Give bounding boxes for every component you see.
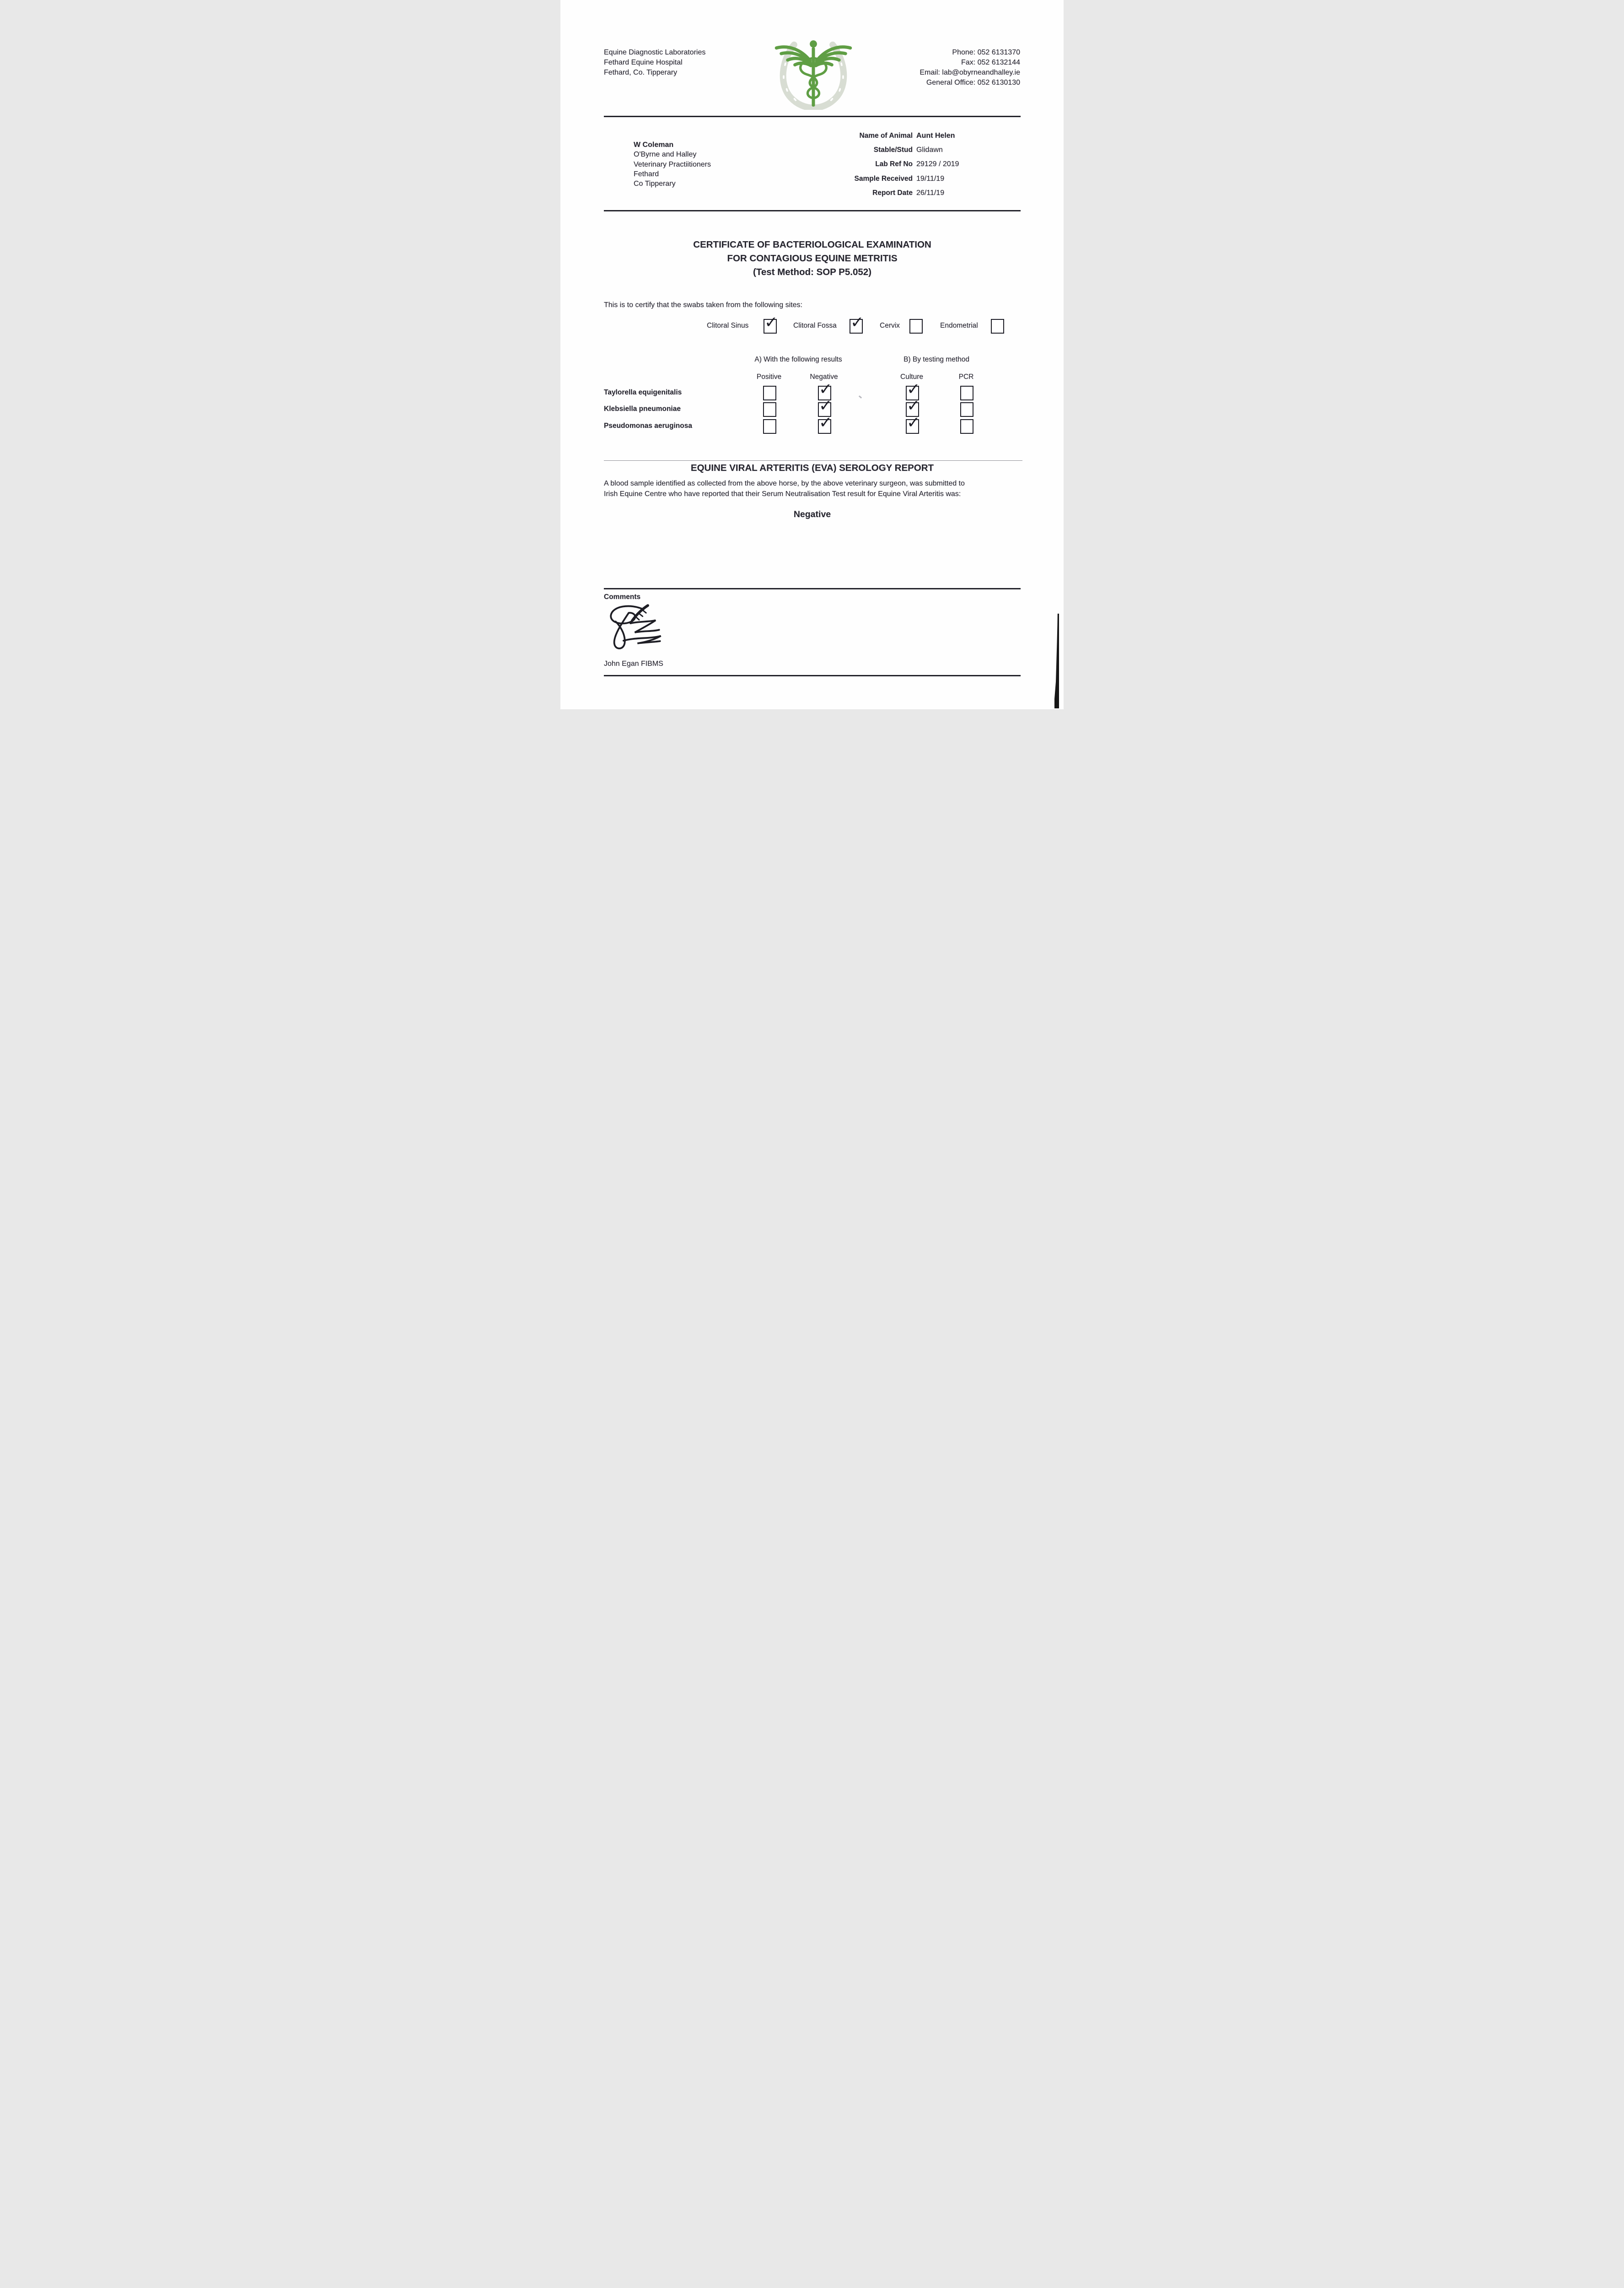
column-header-positive: Positive	[756, 373, 782, 381]
header-divider	[604, 116, 1021, 117]
sample-received-value: 19/11/19	[916, 175, 945, 183]
sample-row: Sample Received 19/11/19	[762, 175, 1020, 184]
addressee-line: Co Tipperary	[634, 180, 676, 188]
eva-body-line: A blood sample identified as collected f…	[604, 480, 965, 487]
checkbox-klebsiella-culture: ✓	[906, 398, 920, 417]
check-mark: ✓	[907, 380, 920, 398]
checkbox-cervix	[909, 319, 923, 334]
checkbox-pseudomonas-pcr	[960, 419, 973, 434]
title-line: CERTIFICATE OF BACTERIOLOGICAL EXAMINATI…	[693, 239, 931, 250]
field-label: Sample Received	[854, 175, 913, 183]
addressee-block: W Coleman O'Byrne and Halley Veterinary …	[634, 140, 711, 189]
checkbox-pseudomonas-culture: ✓	[906, 415, 920, 434]
checkbox-endometrial	[991, 319, 1004, 334]
certificate-title: CERTIFICATE OF BACTERIOLOGICAL EXAMINATI…	[604, 238, 1021, 279]
sample-row: Report Date 26/11/19	[762, 189, 1020, 198]
general-office-line: General Office: 052 6130130	[926, 79, 1020, 86]
eva-body-text: A blood sample identified as collected f…	[604, 479, 1022, 499]
phone-line: Phone: 052 6131370	[952, 49, 1020, 56]
addressee-line: Fethard	[634, 170, 659, 178]
certify-statement: This is to certify that the swabs taken …	[604, 301, 802, 309]
title-line: (Test Method: SOP P5.052)	[753, 267, 871, 277]
checkbox-taylorella-negative: ✓	[818, 381, 832, 400]
comments-label: Comments	[604, 593, 641, 601]
check-mark: ✓	[850, 313, 864, 331]
eva-body-line: Irish Equine Centre who have reported th…	[604, 490, 961, 498]
lab-address-block: Equine Diagnostic Laboratories Fethard E…	[604, 48, 705, 78]
organism-row: Pseudomonas aeruginosa ✓ ✓	[560, 415, 1064, 434]
eva-heading: EQUINE VIRAL ARTERITIS (EVA) SEROLOGY RE…	[690, 463, 934, 473]
field-label: Lab Ref No	[875, 160, 913, 168]
signature	[610, 604, 661, 649]
organism-row: Klebsiella pneumoniae ✓ ✓	[560, 398, 1064, 417]
checkbox-clitoral-fossa: ✓	[850, 314, 864, 334]
column-header-culture: Culture	[900, 373, 923, 381]
check-mark: ✓	[819, 414, 833, 432]
sample-row: Name of Animal Aunt Helen	[762, 132, 1020, 141]
stable-stud-value: Glidawn	[916, 146, 943, 154]
field-label: Name of Animal	[859, 132, 913, 140]
eva-result: Negative	[793, 509, 831, 519]
addressee-line: Veterinary Practiitioners	[634, 160, 711, 168]
sample-row: Lab Ref No 29129 / 2019	[762, 160, 1020, 169]
lab-ref-value: 29129 / 2019	[916, 160, 959, 168]
caduceus-horseshoe-logo	[774, 40, 852, 110]
field-label: Report Date	[872, 189, 913, 197]
signatory-name: John Egan FIBMS	[604, 660, 663, 668]
contact-block: Phone: 052 6131370 Fax: 052 6132144 Emai…	[920, 48, 1020, 88]
checkbox-taylorella-pcr	[960, 386, 973, 400]
organism-row: Taylorella equigenitalis ✓ ✓	[560, 381, 1064, 400]
column-header-negative: Negative	[810, 373, 838, 381]
results-section-heading: A) With the following results	[754, 356, 842, 363]
lab-address-line: Fethard, Co. Tipperary	[604, 69, 678, 76]
title-line: FOR CONTAGIOUS EQUINE METRITIS	[727, 253, 898, 264]
lab-address-line: Fethard Equine Hospital	[604, 59, 683, 66]
swab-site-label: Endometrial	[940, 322, 978, 329]
sample-row: Stable/Stud Glidawn	[762, 146, 1020, 155]
checkbox-klebsiella-positive	[763, 402, 776, 417]
bottom-divider	[604, 675, 1021, 676]
method-section-heading: B) By testing method	[903, 356, 969, 363]
fax-line: Fax: 052 6132144	[961, 59, 1020, 66]
organism-name: Pseudomonas aeruginosa	[604, 422, 692, 430]
check-mark: ✓	[819, 380, 833, 398]
swab-site-label: Clitoral Fossa	[793, 322, 837, 329]
section-divider	[604, 210, 1021, 211]
horseshoe-nail-holes	[783, 62, 844, 101]
lab-address-line: Equine Diagnostic Laboratories	[604, 49, 706, 56]
addressee-line: O'Byrne and Halley	[634, 151, 697, 159]
checkbox-pseudomonas-negative: ✓	[818, 415, 832, 434]
scan-edge-artifact	[1054, 614, 1059, 708]
eva-divider	[604, 460, 1022, 461]
checkbox-taylorella-positive	[763, 386, 776, 400]
check-mark: ✓	[764, 313, 778, 331]
check-mark: ✓	[907, 397, 920, 415]
organism-name: Klebsiella pneumoniae	[604, 405, 681, 413]
checkbox-klebsiella-negative: ✓	[818, 398, 832, 417]
report-date-value: 26/11/19	[916, 189, 945, 197]
checkbox-klebsiella-pcr	[960, 402, 973, 417]
field-label: Stable/Stud	[873, 146, 913, 154]
checkbox-pseudomonas-positive	[763, 419, 776, 434]
swab-site-label: Clitoral Sinus	[707, 322, 749, 329]
checkbox-taylorella-culture: ✓	[906, 381, 920, 400]
check-mark: ✓	[819, 397, 833, 415]
organism-name: Taylorella equigenitalis	[604, 389, 682, 396]
caduceus-snakes	[799, 57, 828, 99]
comments-divider	[604, 588, 1021, 589]
swab-site-label: Cervix	[880, 322, 900, 329]
checkbox-clitoral-sinus: ✓	[764, 314, 778, 334]
addressee-name: W Coleman	[634, 141, 674, 149]
scanned-certificate-page: Equine Diagnostic Laboratories Fethard E…	[560, 0, 1064, 709]
check-mark: ✓	[907, 414, 920, 432]
email-line: Email: lab@obyrneandhalley.ie	[920, 69, 1020, 76]
animal-name-value: Aunt Helen	[916, 132, 955, 140]
column-header-pcr: PCR	[958, 373, 974, 381]
